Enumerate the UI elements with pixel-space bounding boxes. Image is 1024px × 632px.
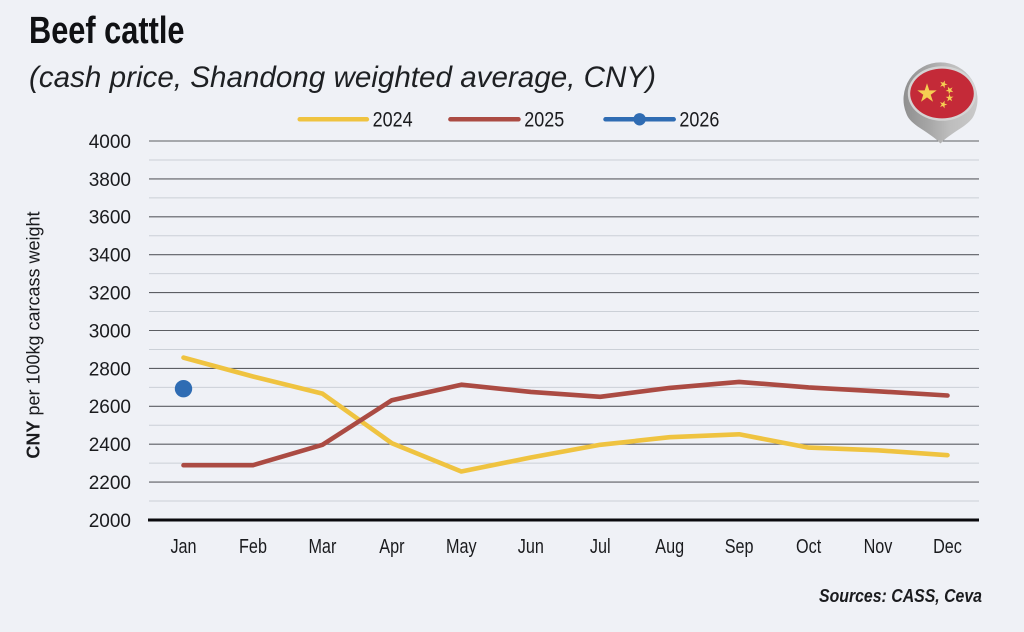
svg-text:2800: 2800 <box>89 359 131 380</box>
svg-text:May: May <box>446 536 477 558</box>
svg-text:2000: 2000 <box>89 511 131 532</box>
svg-text:Beef cattle: Beef cattle <box>29 10 185 52</box>
svg-text:CNY per 100kg carcass weight: CNY per 100kg carcass weight <box>24 211 44 458</box>
svg-text:(cash price, Shandong weighted: (cash price, Shandong weighted average, … <box>29 61 656 94</box>
svg-text:Feb: Feb <box>239 536 267 558</box>
svg-text:Sep: Sep <box>725 536 754 558</box>
svg-text:Sources: CASS, Ceva: Sources: CASS, Ceva <box>819 586 982 606</box>
svg-text:Dec: Dec <box>933 536 962 558</box>
svg-text:2600: 2600 <box>89 397 131 418</box>
svg-text:Jan: Jan <box>170 536 196 558</box>
svg-text:2026: 2026 <box>679 109 719 132</box>
svg-text:Mar: Mar <box>308 536 336 558</box>
svg-text:3200: 3200 <box>89 284 131 305</box>
svg-text:3600: 3600 <box>89 208 131 229</box>
svg-text:2024: 2024 <box>373 109 413 132</box>
svg-text:2025: 2025 <box>524 109 564 132</box>
svg-text:3400: 3400 <box>89 246 131 267</box>
svg-text:Jun: Jun <box>518 536 544 558</box>
svg-text:3800: 3800 <box>89 170 131 191</box>
svg-text:2400: 2400 <box>89 435 131 456</box>
svg-text:Apr: Apr <box>379 536 404 558</box>
svg-text:Nov: Nov <box>864 536 893 558</box>
svg-text:3000: 3000 <box>89 321 131 342</box>
svg-text:Aug: Aug <box>655 536 684 558</box>
svg-text:4000: 4000 <box>89 132 131 153</box>
svg-text:Oct: Oct <box>796 536 822 558</box>
svg-text:Jul: Jul <box>590 536 611 558</box>
svg-text:2200: 2200 <box>89 473 131 494</box>
